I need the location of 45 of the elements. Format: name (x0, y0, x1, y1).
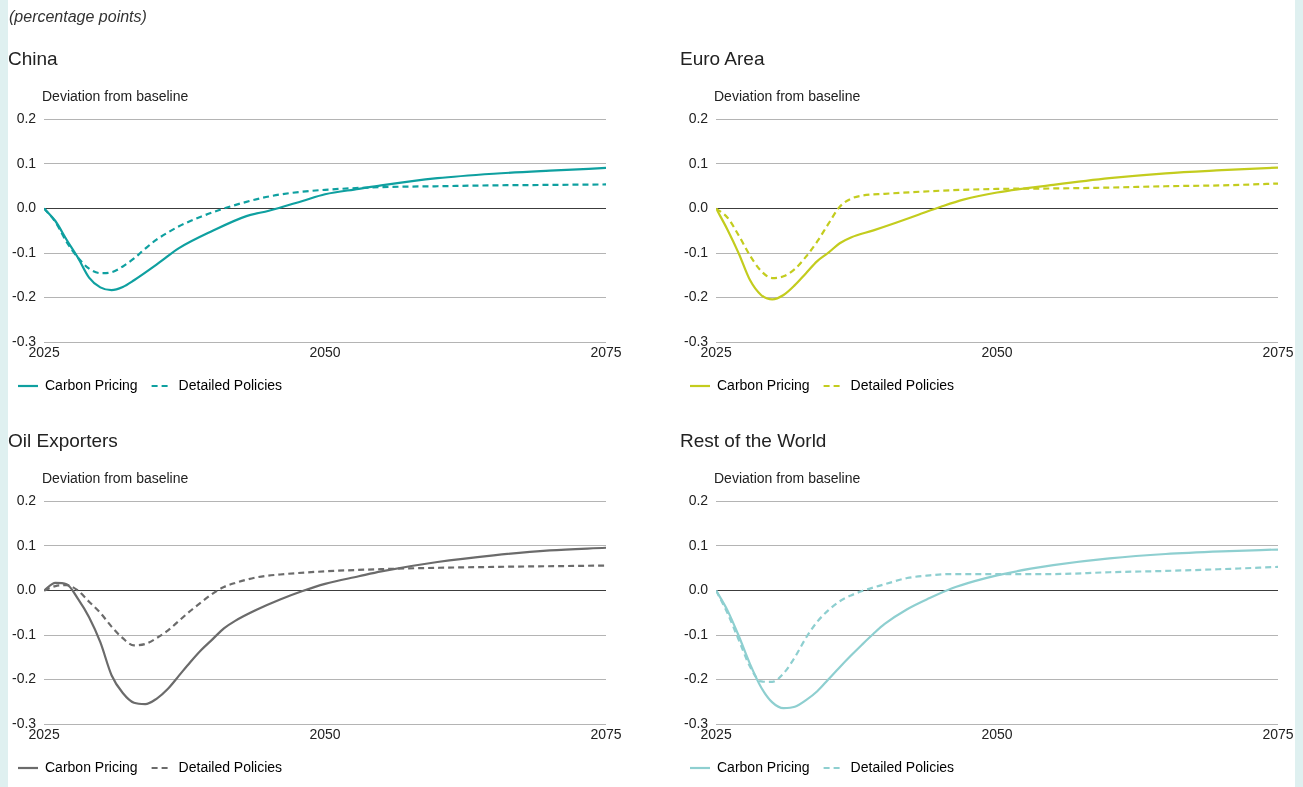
chart-subtitle: (percentage points) (9, 8, 147, 26)
chart-title: China (8, 48, 58, 70)
legend-label: Detailed Policies (178, 758, 283, 775)
legend-label: Carbon Pricing (717, 758, 810, 775)
y-tick-label: -0.2 (684, 670, 709, 687)
x-tick-label: 2075 (590, 344, 622, 361)
y-tick-label: 0.0 (16, 199, 37, 216)
y-tick-label: 0.2 (16, 110, 37, 127)
y-tick-label: -0.2 (684, 288, 709, 305)
legend-label: Carbon Pricing (45, 376, 138, 393)
y-tick-label: -0.1 (12, 625, 37, 642)
chart-title: Oil Exporters (8, 430, 118, 452)
y-axis-title: Deviation from baseline (714, 88, 861, 104)
legend-label: Detailed Policies (178, 376, 283, 393)
y-axis-title: Deviation from baseline (42, 88, 189, 104)
x-tick-label: 2050 (309, 344, 341, 361)
x-tick-label: 2075 (1262, 726, 1294, 743)
y-tick-label: 0.0 (688, 199, 709, 216)
y-tick-label: -0.2 (12, 288, 37, 305)
y-tick-label: 0.0 (16, 581, 37, 598)
y-tick-label: 0.2 (688, 492, 709, 509)
legend-label: Carbon Pricing (45, 758, 138, 775)
y-tick-label: 0.2 (16, 492, 37, 509)
y-tick-label: -0.2 (12, 670, 37, 687)
y-tick-label: 0.1 (16, 536, 37, 553)
y-tick-label: 0.2 (688, 110, 709, 127)
y-tick-label: 0.0 (688, 581, 709, 598)
y-tick-label: 0.1 (16, 154, 37, 171)
x-tick-label: 2075 (590, 726, 622, 743)
y-tick-label: -0.1 (12, 243, 37, 260)
x-tick-label: 2050 (981, 344, 1013, 361)
y-axis-title: Deviation from baseline (42, 470, 189, 486)
x-tick-label: 2050 (981, 726, 1013, 743)
y-tick-label: 0.1 (688, 154, 709, 171)
x-tick-label: 2075 (1262, 344, 1294, 361)
x-tick-label: 2050 (309, 726, 341, 743)
legend-label: Detailed Policies (850, 376, 955, 393)
chart-title: Euro Area (680, 48, 765, 70)
y-axis-title: Deviation from baseline (714, 470, 861, 486)
y-tick-label: 0.1 (688, 536, 709, 553)
y-tick-label: -0.1 (684, 625, 709, 642)
y-tick-label: -0.1 (684, 243, 709, 260)
legend-label: Carbon Pricing (717, 376, 810, 393)
chart-title: Rest of the World (680, 430, 827, 452)
legend-label: Detailed Policies (850, 758, 955, 775)
